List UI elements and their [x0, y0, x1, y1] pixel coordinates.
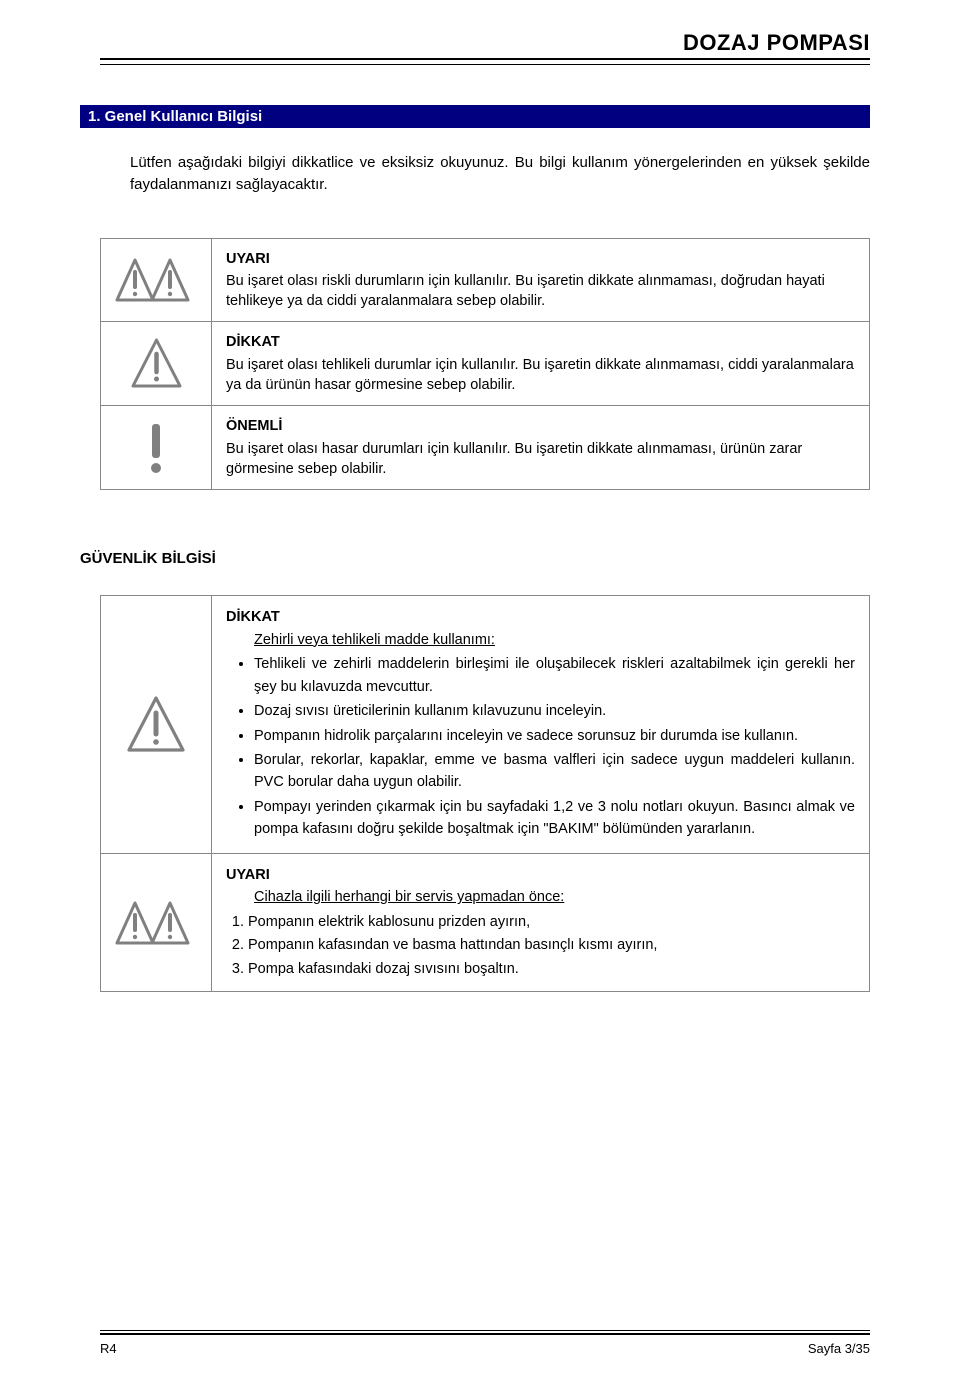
list-item: Pompanın hidrolik parçalarını inceleyin … [254, 725, 855, 747]
double-warning-triangle-icon [115, 898, 197, 948]
list-item: Borular, rekorlar, kapaklar, emme ve bas… [254, 749, 855, 794]
safety-uyari-label: UYARI [226, 864, 855, 886]
safety-uyari-cell: UYARI Cihazla ilgili herhangi bir servis… [212, 853, 870, 991]
list-item: Dozaj sıvısı üreticilerinin kullanım kıl… [254, 700, 855, 722]
dikkat-label: DİKKAT [226, 332, 855, 352]
safety-dikkat-icon-cell [101, 596, 212, 854]
warning-triangle-icon [125, 694, 187, 756]
header-rule [100, 64, 870, 65]
onemli-text-cell: ÖNEMLİ Bu işaret olası hasar durumları i… [212, 406, 870, 490]
list-item: Pompayı yerinden çıkarmak için bu sayfad… [254, 796, 855, 841]
section-heading: 1. Genel Kullanıcı Bilgisi [80, 105, 870, 128]
uyari-text-cell: UYARI Bu işaret olası riskli durumların … [212, 238, 870, 322]
list-item: Pompanın kafasından ve basma hattından b… [248, 934, 855, 956]
safety-heading: GÜVENLİK BİLGİSİ [80, 550, 870, 567]
safety-dikkat-label: DİKKAT [226, 606, 855, 628]
table-row: ÖNEMLİ Bu işaret olası hasar durumları i… [101, 406, 870, 490]
dikkat-text: Bu işaret olası tehlikeli durumlar için … [226, 357, 854, 393]
safety-dikkat-cell: DİKKAT Zehirli veya tehlikeli madde kull… [212, 596, 870, 854]
safety-uyari-icon-cell [101, 853, 212, 991]
product-title: DOZAJ POMPASI [100, 30, 870, 60]
list-item: Pompanın elektrik kablosunu prizden ayır… [248, 911, 855, 933]
uyari-text: Bu işaret olası riskli durumların için k… [226, 273, 825, 309]
list-item: Pompa kafasındaki dozaj sıvısını boşaltı… [248, 958, 855, 980]
footer-rule [100, 1330, 870, 1331]
table-row: DİKKAT Zehirli veya tehlikeli madde kull… [101, 596, 870, 854]
safety-table: DİKKAT Zehirli veya tehlikeli madde kull… [100, 595, 870, 992]
onemli-label: ÖNEMLİ [226, 416, 855, 436]
safety-bullet-list: Tehlikeli ve zehirli maddelerin birleşim… [226, 653, 855, 841]
exclamation-icon [141, 422, 171, 474]
warning-definitions-table: UYARI Bu işaret olası riskli durumların … [100, 238, 870, 491]
intro-paragraph: Lütfen aşağıdaki bilgiyi dikkatlice ve e… [100, 152, 870, 196]
dikkat-text-cell: DİKKAT Bu işaret olası tehlikeli durumla… [212, 322, 870, 406]
double-warning-triangle-icon [115, 255, 197, 305]
list-item: Tehlikeli ve zehirli maddelerin birleşim… [254, 653, 855, 698]
footer-rule [100, 1333, 870, 1335]
page-footer: R4 Sayfa 3/35 [100, 1330, 870, 1356]
safety-dikkat-subtitle: Zehirli veya tehlikeli madde kullanımı: [226, 632, 495, 648]
table-row: UYARI Cihazla ilgili herhangi bir servis… [101, 853, 870, 991]
dikkat-icon-cell [101, 322, 212, 406]
onemli-icon-cell [101, 406, 212, 490]
onemli-text: Bu işaret olası hasar durumları için kul… [226, 441, 802, 477]
footer-right: Sayfa 3/35 [808, 1341, 870, 1356]
footer-left: R4 [100, 1341, 117, 1356]
uyari-icon-cell [101, 238, 212, 322]
table-row: DİKKAT Bu işaret olası tehlikeli durumla… [101, 322, 870, 406]
safety-steps-list: Pompanın elektrik kablosunu prizden ayır… [226, 911, 855, 980]
uyari-label: UYARI [226, 249, 855, 269]
warning-triangle-icon [129, 336, 184, 391]
safety-uyari-subtitle: Cihazla ilgili herhangi bir servis yapma… [226, 889, 564, 905]
table-row: UYARI Bu işaret olası riskli durumların … [101, 238, 870, 322]
